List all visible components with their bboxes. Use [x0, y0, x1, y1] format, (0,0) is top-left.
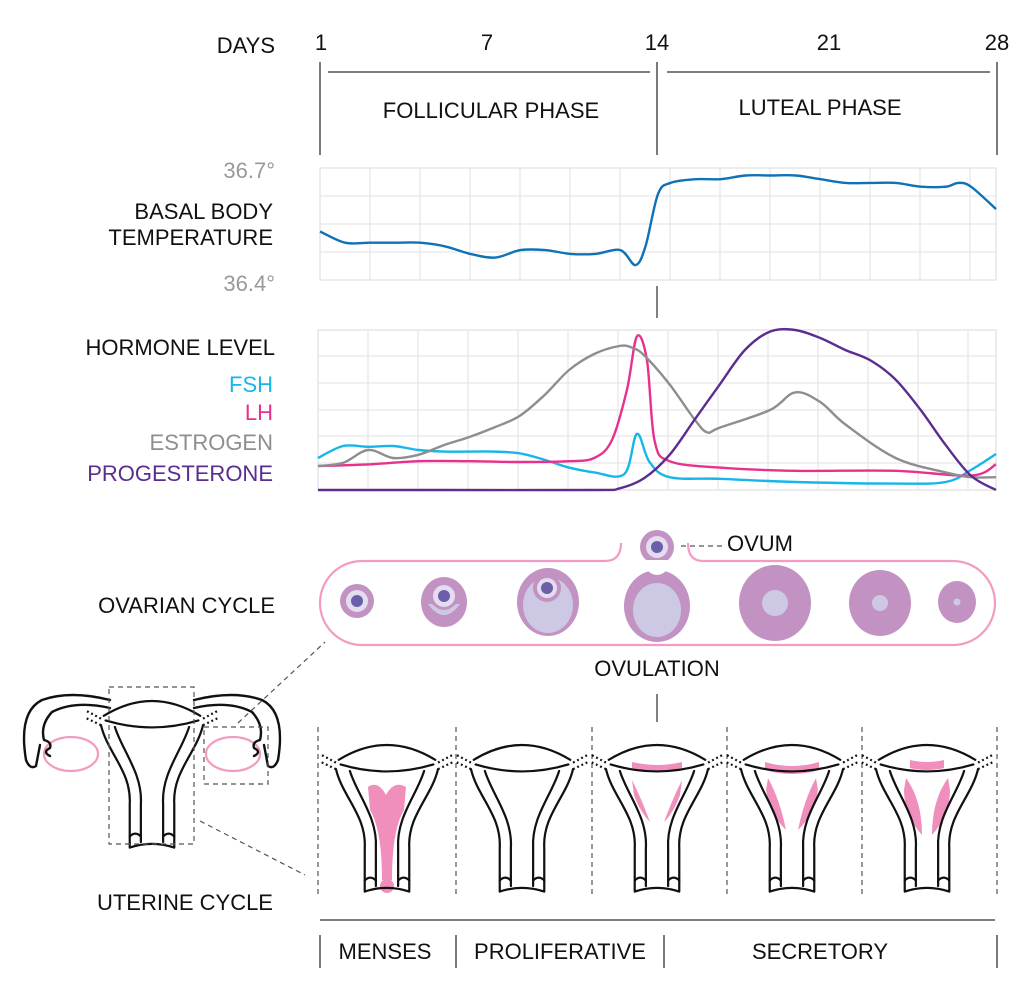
uterine-cycle-label: UTERINE CYCLE — [97, 890, 273, 915]
secretory-phase-label: SECRETORY — [752, 939, 888, 964]
ovum — [640, 530, 674, 564]
day-tick-label: 28 — [985, 30, 1009, 55]
follicular-phase-label: FOLLICULAR PHASE — [383, 98, 599, 123]
uterus-secretory — [724, 743, 860, 893]
primary-follicle — [421, 577, 467, 627]
secondary-follicle — [517, 568, 579, 636]
legend-lh: LH — [245, 400, 273, 425]
days-label: DAYS — [217, 33, 275, 58]
temperature-grid — [319, 167, 997, 281]
series-line-progesterone — [318, 327, 997, 492]
ovary-zoom-leader — [237, 641, 326, 724]
menses-phase-label: MENSES — [339, 939, 432, 964]
legend-fsh: FSH — [229, 372, 273, 397]
day-tick-label: 7 — [481, 30, 493, 55]
ruptured-follicle — [624, 560, 690, 642]
hormone-grid — [317, 329, 997, 491]
uterus-menses — [319, 743, 455, 893]
day-tick-label: 1 — [315, 30, 327, 55]
uterus-zoom-leader — [199, 820, 306, 876]
series-line-basal-body-temperature — [319, 173, 997, 267]
proliferative-phase-label: PROLIFERATIVE — [474, 939, 646, 964]
day-tick-label: 21 — [817, 30, 841, 55]
temperature-plot — [319, 173, 997, 267]
ovulation-label: OVULATION — [594, 656, 720, 681]
uterus-proliferative — [454, 743, 590, 893]
ovary-zoom-box — [203, 726, 269, 785]
temp-min-label: 36.4° — [223, 271, 275, 296]
series-line-lh — [317, 334, 997, 477]
series-line-fsh — [317, 432, 997, 485]
hormone-plot — [317, 327, 997, 492]
corpus-luteum — [739, 565, 811, 641]
temp-label-line2: TEMPERATURE — [108, 225, 273, 250]
uterine-phase-rules — [319, 919, 998, 968]
legend-progesterone: PROGESTERONE — [87, 461, 273, 486]
uterine-panel-separators — [317, 727, 998, 895]
corpus-albicans — [938, 581, 976, 623]
phase-rules — [319, 62, 998, 155]
ovum-label: OVUM — [727, 531, 793, 556]
uterus-overview-illustration — [22, 693, 282, 849]
ovarian-cycle-label: OVARIAN CYCLE — [98, 593, 275, 618]
corpus-luteum-regressing — [849, 570, 911, 636]
luteal-phase-label: LUTEAL PHASE — [738, 95, 901, 120]
temp-label-line1: BASAL BODY — [134, 199, 273, 224]
primordial-follicle — [340, 584, 374, 618]
temp-max-label: 36.7° — [223, 158, 275, 183]
day-tick-label: 14 — [645, 30, 669, 55]
uterus-ovulation — [589, 743, 725, 893]
hormone-level-title: HORMONE LEVEL — [86, 335, 276, 360]
series-line-estrogen — [317, 344, 997, 479]
uterus-late-secretory — [859, 743, 995, 893]
legend-estrogen: ESTROGEN — [150, 430, 273, 455]
uterus-zoom-box — [108, 686, 195, 845]
ovary-capsule — [318, 542, 997, 647]
